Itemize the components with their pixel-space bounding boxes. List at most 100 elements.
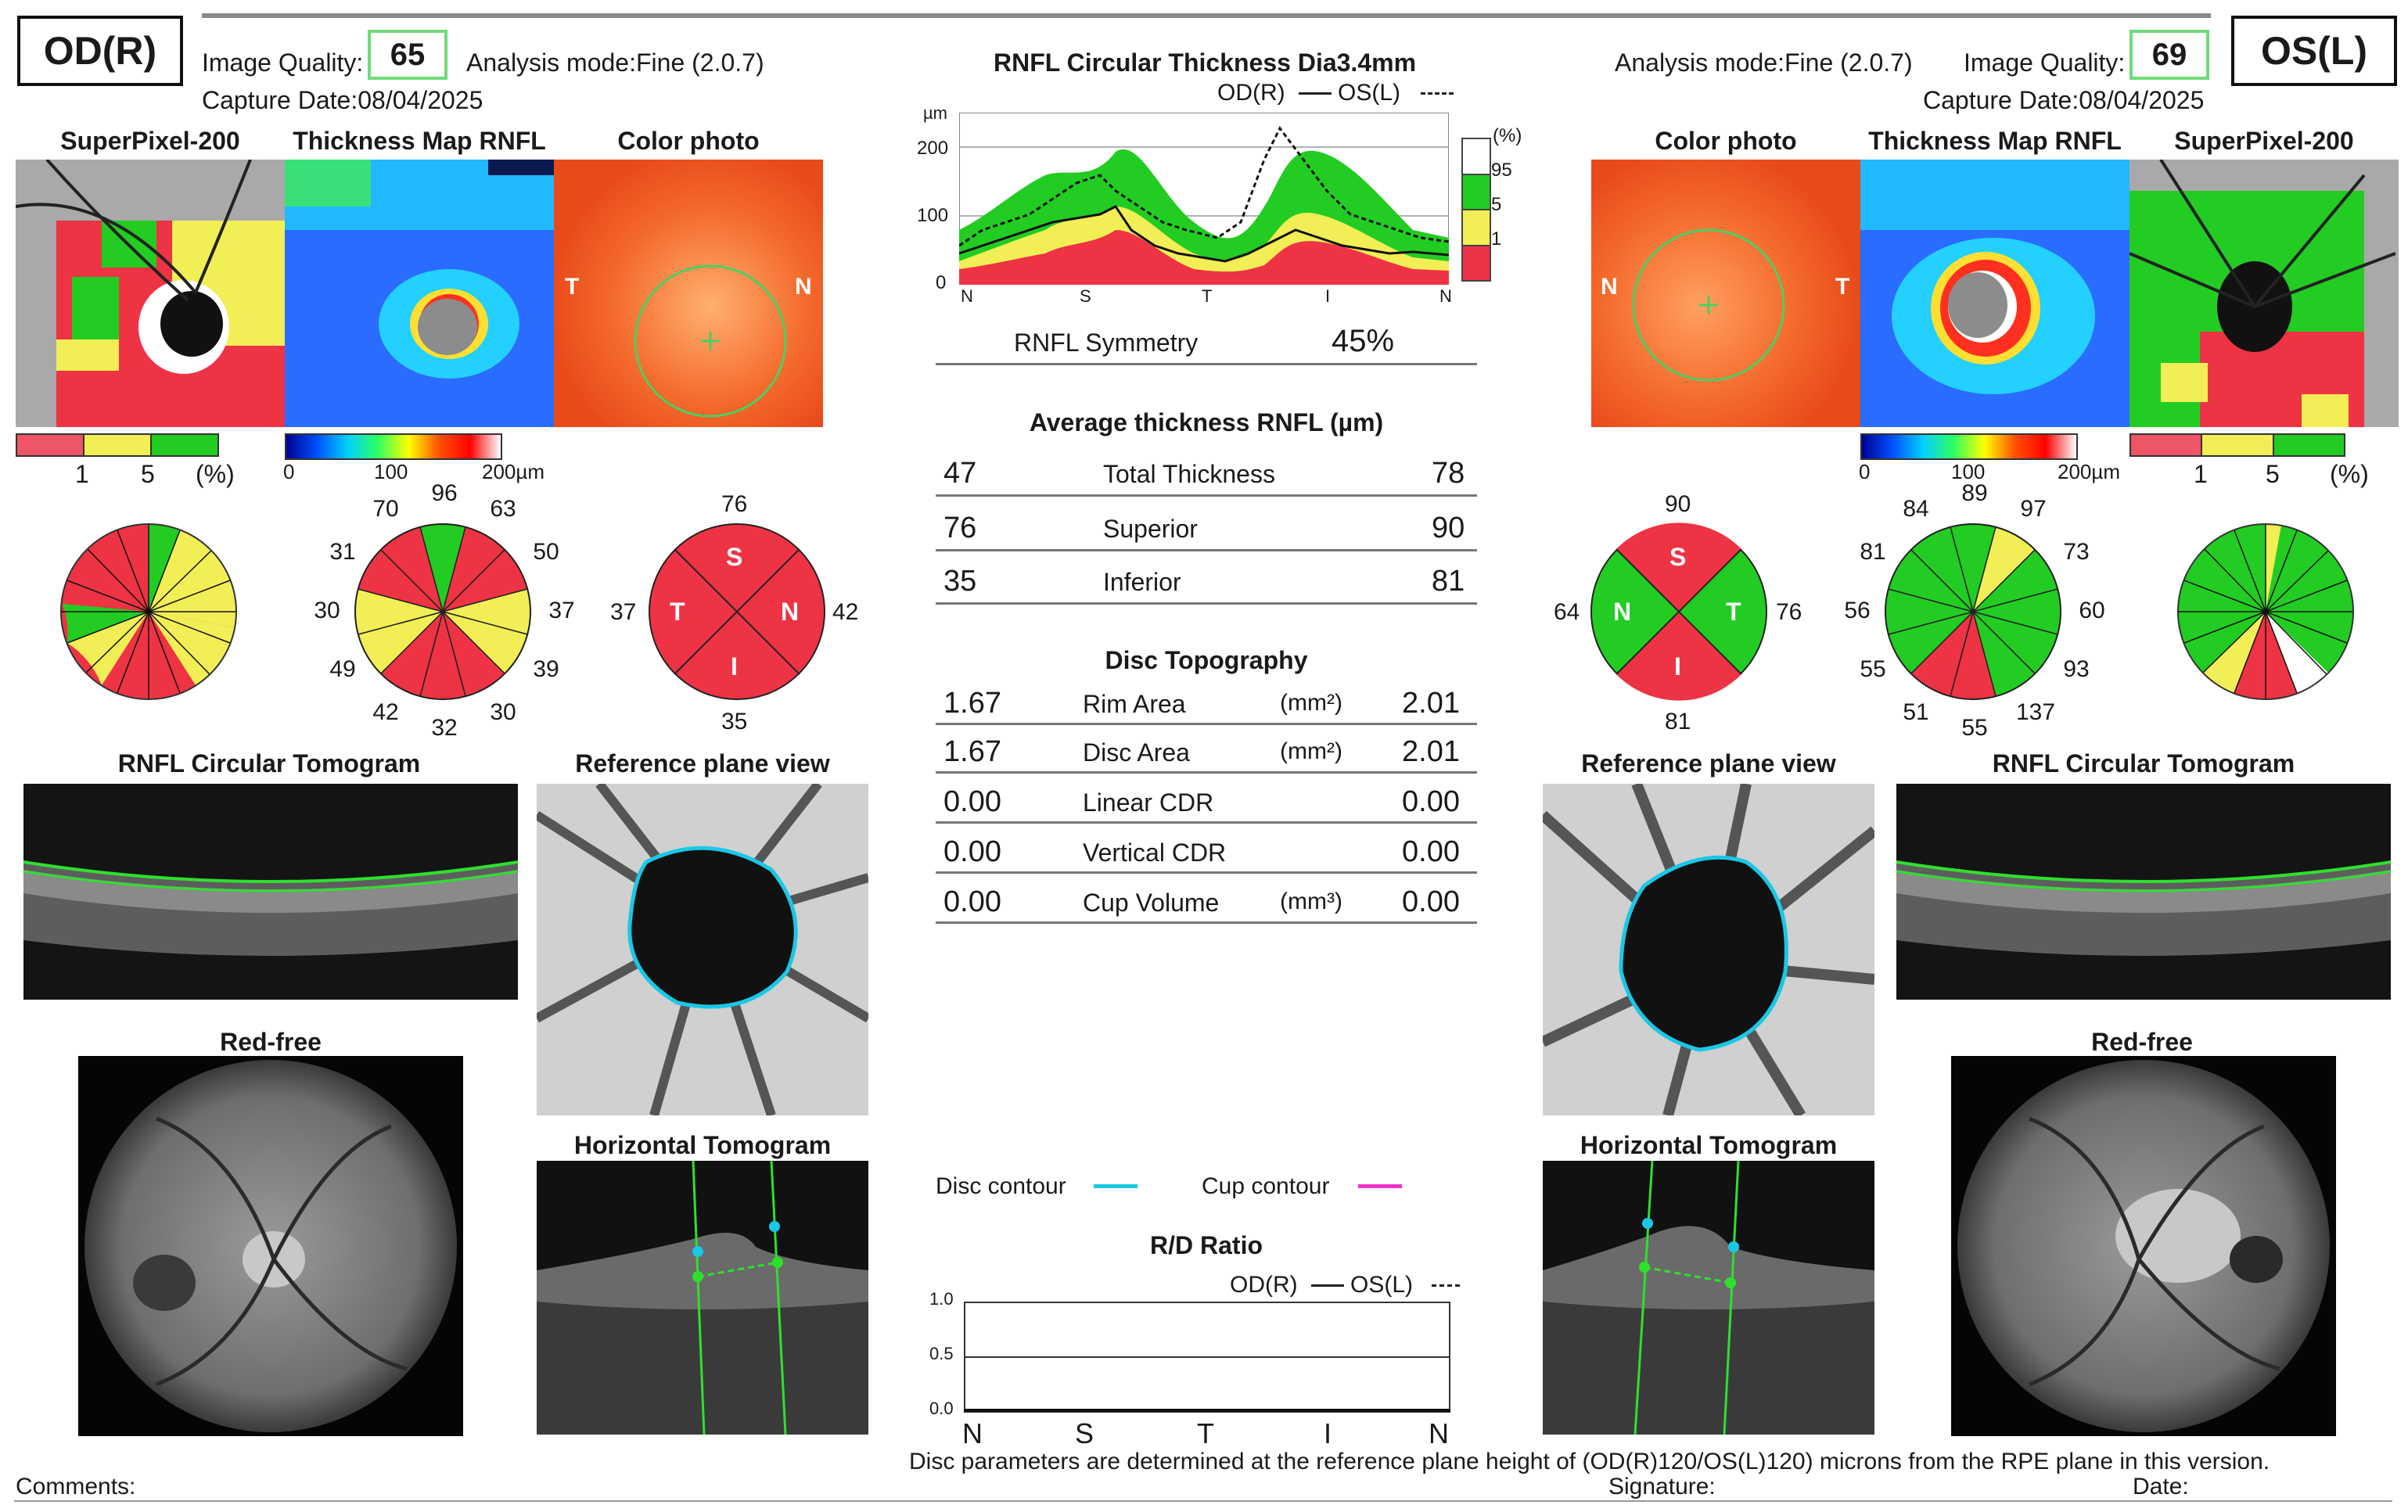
top-rule [202,13,2211,18]
os-reference-plane-title: Reference plane view [1581,749,1836,778]
disc-row-label: Rim Area [1083,690,1186,718]
clock-value: 93 [2063,656,2090,682]
clock-value: 73 [2063,539,2090,565]
comments-label: Comments: [16,1474,136,1499]
os-eye-label: OS(L) [2231,16,2397,86]
os-reference-plane-image [1543,784,1874,1115]
disc-row-unit: (mm³) [1280,889,1342,914]
clock-value: 96 [431,480,458,506]
avg-thickness-title: Average thickness RNFL (µm) [1029,408,1384,436]
od-analysis-mode: Analysis mode:Fine (2.0.7) [466,48,764,77]
disc-row-od-value: 1.67 [943,687,1001,720]
clock-value: 37 [548,598,575,623]
disc-row-os-value: 0.00 [1402,835,1460,868]
profile-y-0: 0 [936,272,947,293]
os-quad-letter-i: I [1674,652,1681,681]
os-sp-tick-pct: (%) [2330,460,2369,488]
os-quad-letter-s: S [1669,543,1687,571]
bottom-rule [14,1500,2392,1502]
od-sp-tick-1: 1 [75,460,89,488]
od-red-free-image [78,1056,463,1436]
clock-value: 56 [1844,598,1871,623]
disc-row-rule [936,921,1477,924]
od-quad-letter-i: I [731,652,738,681]
avg-row-rule [936,602,1477,605]
rd-y-1: 1.0 [929,1289,954,1309]
od-quad-letter-t: T [670,598,685,626]
os-superpixel-scale [2129,433,2345,457]
od-superpixel-image [16,160,285,427]
profile-x-t: T [1202,286,1213,306]
rd-legend-os-line [1432,1284,1460,1287]
disc-row-od-value: 0.00 [943,785,1001,818]
os-red-free-image [1951,1056,2336,1436]
disc-row-label: Cup Volume [1083,889,1220,917]
profile-y-100: 100 [917,205,949,226]
od-clock-chart [354,523,531,700]
od-quality-badge: 65 [368,30,447,80]
signature-label: Signature: [1608,1474,1716,1499]
profile-x-i: I [1325,286,1331,306]
od-quad-letter-s: S [726,543,743,571]
od-photo-temporal-label: T [565,274,580,300]
od-sp-tick-5: 5 [141,460,155,488]
clock-value: 89 [1961,480,1988,506]
disc-contour-swatch [1094,1184,1138,1188]
cup-contour-swatch [1358,1184,1402,1188]
symmetry-value: 45% [1332,324,1395,358]
disc-contour-label: Disc contour [936,1173,1066,1199]
avg-row-os-value: 81 [1432,565,1465,598]
os-photo-nasal-label: N [1601,274,1618,300]
od-capture-date: Capture Date:08/04/2025 [202,86,483,114]
od-eye-label: OD(R) [17,16,183,86]
clock-value: 51 [1903,699,1929,725]
rd-y-05: 0.5 [929,1344,954,1363]
profile-legend-os: OS(L) [1338,80,1401,106]
os-capture-date: Capture Date:08/04/2025 [1923,86,2205,114]
cup-contour-label: Cup contour [1202,1173,1330,1199]
disc-row-rule [936,723,1477,725]
avg-row-rule [936,494,1477,497]
od-red-free-title: Red-free [220,1028,322,1056]
od-quad-value-t: 37 [610,599,637,625]
profile-title: RNFL Circular Thickness Dia3.4mm [993,48,1417,77]
rd-x-t: T [1197,1417,1214,1449]
os-thickness-map-title: Thickness Map RNFL [1868,127,2122,155]
od-tm-tick-0: 0 [283,460,295,483]
od-tm-tick-100: 100 [374,460,408,483]
od-reference-plane-image [537,784,868,1115]
od-quad-value-i: 35 [721,709,748,734]
profile-y-200: 200 [917,138,949,159]
od-superpixel-scale [16,433,219,457]
avg-row-od-value: 35 [943,565,977,598]
rd-x-n1: N [962,1417,983,1449]
profile-chart [959,113,1449,285]
os-photo-temporal-label: T [1835,274,1850,300]
os-quad-letter-n: N [1613,598,1632,626]
os-tm-tick-0: 0 [1859,460,1871,483]
profile-y-unit: µm [923,103,948,123]
profile-legend-os-line [1421,92,1454,95]
os-tm-tick-200: 200µm [2058,460,2121,483]
os-quad-value-t: 76 [1776,599,1802,625]
profile-legend-od-line [1299,92,1332,95]
clock-value: 31 [329,539,356,565]
clock-value: 84 [1903,496,1929,522]
os-tm-tick-100: 100 [1951,460,1986,483]
os-color-photo-title: Color photo [1655,127,1797,155]
os-sector-wheel [2177,523,2354,700]
clock-value: 63 [490,496,516,522]
disc-row-os-value: 2.01 [1402,687,1460,720]
disc-row-rule [936,821,1477,824]
clock-value: 42 [372,699,399,725]
od-color-photo-image [554,160,823,427]
clock-value: 55 [1961,715,1988,741]
rd-x-i: I [1324,1417,1332,1449]
clock-value: 32 [431,715,458,741]
disc-topography-title: Disc Topography [1105,646,1308,674]
od-superpixel-title: SuperPixel-200 [60,127,240,155]
os-superpixel-title: SuperPixel-200 [2174,127,2354,155]
pct-legend-bar [1461,138,1491,282]
os-thickness-colorbar [1860,433,2078,460]
clock-value: 39 [533,656,559,682]
